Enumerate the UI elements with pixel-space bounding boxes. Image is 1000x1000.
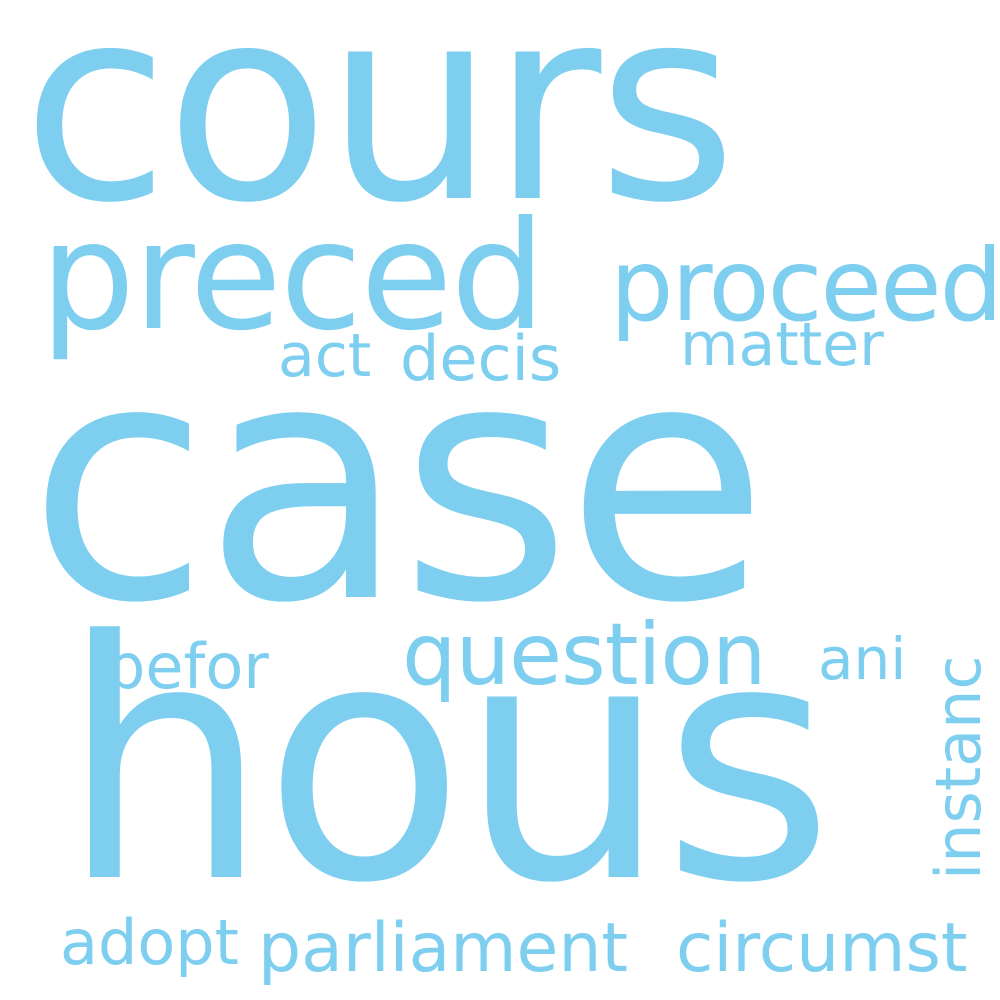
word-instanc: instanc [922, 655, 995, 880]
word-circumst: circumst [676, 909, 968, 988]
word-hous: hous [60, 571, 834, 955]
word-act: act [278, 321, 372, 391]
word-cours: cours [22, 0, 737, 262]
word-ani: ani [818, 625, 907, 693]
word-question: question [402, 605, 767, 705]
word-preced: preced [40, 190, 546, 364]
word-befor: befor [106, 630, 269, 703]
word-case: case [28, 291, 769, 675]
word-proceed: proceed [610, 227, 1000, 344]
word-adopt: adopt [60, 906, 239, 979]
word-matter: matter [680, 310, 884, 380]
word-decis: decis [400, 322, 562, 395]
word-parliament: parliament [258, 909, 629, 988]
